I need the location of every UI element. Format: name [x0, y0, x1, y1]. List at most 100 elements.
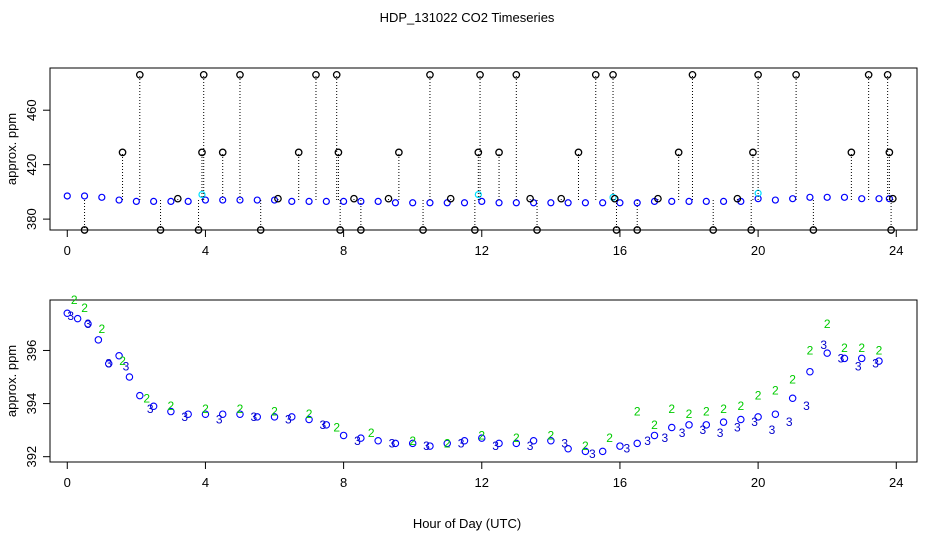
spike-point: [173, 194, 182, 203]
spike-point: [426, 70, 434, 79]
series-1-point: [149, 402, 158, 410]
series-1-point: [581, 447, 590, 456]
series-3-point: 3: [216, 413, 223, 427]
top-y-axis-label: approx. ppm: [4, 113, 19, 185]
series-2-point: 2: [634, 405, 641, 419]
spike-point: [733, 194, 742, 203]
spike-point: [888, 194, 897, 203]
spike-point: [199, 70, 208, 79]
main-point: [581, 199, 589, 207]
series-3-point: 3: [354, 434, 361, 448]
spike-point: [384, 194, 393, 203]
series-2-point: 2: [444, 436, 451, 450]
panel-top: 0 4 8 12 16 20 24 380 420 460 approx. ppm: [4, 67, 918, 258]
spike-point: [809, 226, 818, 234]
series-2-point: 2: [876, 343, 883, 357]
bottom-y-axis-label: approx. ppm: [4, 345, 19, 417]
spike-point: [80, 226, 89, 234]
spike-point: [610, 194, 619, 203]
series-1-point: [840, 354, 849, 363]
y-tick-label: 380: [24, 208, 39, 230]
series-1-point: [184, 410, 192, 418]
series-3-point: 3: [458, 436, 465, 450]
main-point: [633, 199, 641, 207]
main-point: [564, 199, 572, 207]
series-3-point: 3: [85, 317, 92, 331]
main-point: [443, 199, 451, 207]
highlight-point: [198, 191, 206, 199]
main-point: [98, 193, 106, 201]
main-point: [806, 193, 814, 201]
series-3-point: 3: [679, 426, 686, 440]
spike-point: [754, 70, 762, 79]
top-x-axis: 0 4 8 12 16 20 24: [64, 230, 904, 258]
series-2-point: 2: [98, 322, 105, 336]
spike-point: [198, 148, 206, 157]
main-point: [547, 199, 555, 207]
series-2-point: 2: [858, 341, 865, 355]
y-tick-label: 396: [24, 340, 39, 362]
spike-point: [574, 148, 583, 157]
series-2-point: 2: [807, 343, 814, 357]
main-point: [771, 196, 779, 204]
series-1-point: [633, 439, 641, 448]
series-2-point: 2: [119, 354, 126, 368]
main-point: [823, 193, 831, 201]
main-point: [495, 199, 503, 207]
x-tick-label: 8: [340, 243, 347, 258]
main-point: [167, 197, 175, 206]
series-2-point: 2: [582, 439, 589, 453]
bottom-x-axis: 0 4 8 12 16 20 24: [64, 462, 904, 490]
spike-point: [495, 148, 503, 157]
series-1-point: [391, 439, 400, 448]
x-tick-label: 4: [202, 243, 209, 258]
series-2-point: 2: [478, 428, 485, 442]
spike-point: [274, 194, 282, 203]
series-1-point: [63, 309, 72, 318]
y-tick-label: 392: [24, 446, 39, 468]
spike-point: [446, 194, 455, 203]
series-2-point: 2: [548, 428, 555, 442]
series-1-point: [357, 434, 365, 442]
main-point: [253, 196, 261, 204]
series-3-point: 3: [250, 410, 257, 424]
main-point: [357, 197, 365, 206]
spike-point: [194, 226, 203, 234]
main-point: [840, 193, 849, 201]
spike-point: [792, 70, 800, 79]
series-3-point: 3: [181, 410, 188, 424]
series-2-point: 2: [686, 407, 693, 421]
spike-point: [709, 226, 718, 234]
series-1-point: [408, 439, 417, 448]
series-1-point: [236, 410, 244, 418]
series-3-point: 3: [561, 436, 568, 450]
spike-point: [747, 226, 756, 234]
series-3-point: 3: [751, 415, 758, 429]
series-2-point: 2: [368, 426, 375, 440]
series-1-point: [529, 437, 538, 445]
series-3-point: 3: [285, 413, 292, 427]
series-3-point: 3: [820, 338, 827, 352]
series-3-point: 3: [662, 431, 669, 445]
series-1-point: [460, 437, 469, 445]
series-3-point: 3: [105, 357, 112, 371]
series-1-point: [270, 413, 279, 421]
series-3-point: 3: [872, 357, 879, 371]
main-point: [616, 199, 624, 207]
series-1-point: [94, 336, 103, 344]
top-marks: [63, 70, 897, 234]
series-1-point: [201, 410, 210, 418]
series-2-point: 2: [306, 407, 313, 421]
series-3-point: 3: [717, 426, 724, 440]
series-2-point: 2: [772, 383, 779, 397]
main-point: [668, 197, 676, 206]
series-2-point: 2: [143, 391, 150, 405]
main-point: [599, 199, 607, 207]
x-tick-label: 0: [64, 243, 71, 258]
main-point: [719, 197, 728, 206]
main-point: [885, 195, 893, 203]
series-1-point: [702, 421, 711, 429]
series-2-point: 2: [703, 405, 710, 419]
top-y-axis: 380 420 460: [24, 99, 50, 230]
